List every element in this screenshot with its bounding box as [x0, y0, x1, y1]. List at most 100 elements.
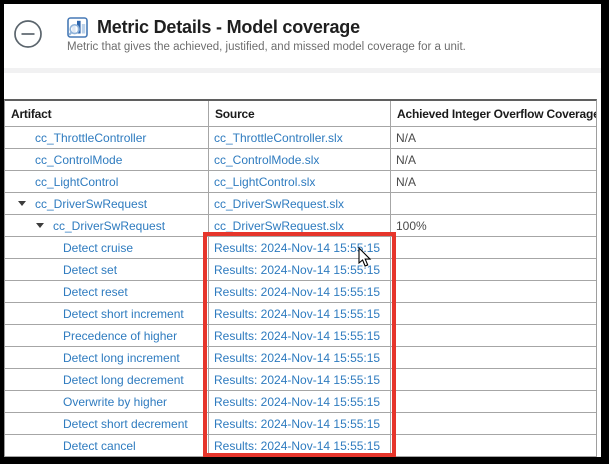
column-header-coverage: Achieved Integer Overflow Coverage [390, 101, 596, 126]
source-cell: Results: 2024-Nov-14 15:55:15 [208, 325, 390, 346]
table-row: cc_ControlMode cc_ControlMode.slx N/A [5, 149, 596, 171]
table-row: Detect long increment Results: 2024-Nov-… [5, 347, 596, 369]
table-row: Overwrite by higher Results: 2024-Nov-14… [5, 391, 596, 413]
triangle-down-icon[interactable] [18, 201, 26, 206]
artifact-cell: Detect short increment [5, 303, 208, 324]
artifact-cell: Detect reset [5, 281, 208, 302]
source-cell: Results: 2024-Nov-14 15:55:15 [208, 391, 390, 412]
table-row: cc_DriverSwRequest cc_DriverSwRequest.sl… [5, 193, 596, 215]
table-row: cc_LightControl cc_LightControl.slx N/A [5, 171, 596, 193]
table-row: Detect short decrement Results: 2024-Nov… [5, 413, 596, 435]
source-cell: Results: 2024-Nov-14 15:55:15 [208, 347, 390, 368]
artifact-link[interactable]: cc_DriverSwRequest [53, 218, 166, 233]
artifact-link[interactable]: Precedence of higher [63, 328, 178, 343]
coverage-value [390, 325, 596, 346]
source-link[interactable]: Results: 2024-Nov-14 15:55:15 [214, 240, 381, 255]
coverage-value [390, 391, 596, 412]
metric-description: Metric that gives the achieved, justifie… [67, 41, 466, 53]
source-link[interactable]: Results: 2024-Nov-14 15:55:15 [214, 350, 381, 365]
minus-circle-icon [13, 20, 43, 53]
source-link[interactable]: Results: 2024-Nov-14 15:55:15 [214, 284, 381, 299]
coverage-value: N/A [390, 171, 596, 192]
artifact-cell: Detect short decrement [5, 413, 208, 434]
source-link[interactable]: Results: 2024-Nov-14 15:55:15 [214, 328, 381, 343]
triangle-down-icon[interactable] [36, 223, 44, 228]
source-cell: Results: 2024-Nov-14 15:55:15 [208, 303, 390, 324]
artifact-link[interactable]: Detect long increment [63, 350, 180, 365]
coverage-value: 100% [390, 215, 596, 236]
artifact-cell: cc_LightControl [5, 171, 208, 192]
source-link[interactable]: Results: 2024-Nov-14 15:55:15 [214, 372, 381, 387]
source-cell: Results: 2024-Nov-14 15:55:15 [208, 413, 390, 434]
coverage-value [390, 237, 596, 258]
source-cell: cc_LightControl.slx [208, 171, 390, 192]
artifact-link[interactable]: cc_DriverSwRequest [35, 196, 148, 211]
artifact-link[interactable]: Detect short increment [63, 306, 184, 321]
source-link[interactable]: Results: 2024-Nov-14 15:55:15 [214, 394, 381, 409]
table-row: Detect long decrement Results: 2024-Nov-… [5, 369, 596, 391]
coverage-value [390, 435, 596, 456]
artifact-link[interactable]: cc_LightControl [35, 174, 119, 189]
table-row: Detect cruise Results: 2024-Nov-14 15:55… [5, 237, 596, 259]
source-link[interactable]: cc_ControlMode.slx [214, 152, 320, 167]
coverage-value [390, 347, 596, 368]
artifact-cell: cc_DriverSwRequest [5, 215, 208, 236]
artifact-cell: cc_DriverSwRequest [5, 193, 208, 214]
table-row: Precedence of higher Results: 2024-Nov-1… [5, 325, 596, 347]
bar-chart-magnifier-icon [67, 17, 88, 38]
artifact-cell: Detect set [5, 259, 208, 280]
artifact-link[interactable]: Detect cruise [63, 240, 134, 255]
coverage-value [390, 259, 596, 280]
table-body: cc_ThrottleController cc_ThrottleControl… [5, 127, 596, 457]
source-link[interactable]: Results: 2024-Nov-14 15:55:15 [214, 438, 381, 453]
artifact-link[interactable]: Detect long decrement [63, 372, 184, 387]
source-cell: Results: 2024-Nov-14 15:55:15 [208, 435, 390, 456]
artifact-link[interactable]: cc_ControlMode [35, 152, 123, 167]
source-cell: cc_DriverSwRequest.slx [208, 193, 390, 214]
source-cell: cc_DriverSwRequest.slx [208, 215, 390, 236]
artifact-link[interactable]: Detect cancel [63, 438, 136, 453]
table-row: Detect short increment Results: 2024-Nov… [5, 303, 596, 325]
artifact-cell: Overwrite by higher [5, 391, 208, 412]
section-divider [4, 68, 601, 73]
source-link[interactable]: cc_ThrottleController.slx [214, 130, 343, 145]
table-header-row: Artifact Source Achieved Integer Overflo… [5, 101, 596, 127]
source-cell: cc_ThrottleController.slx [208, 127, 390, 148]
source-link[interactable]: cc_DriverSwRequest.slx [214, 196, 345, 211]
column-header-artifact: Artifact [11, 106, 52, 121]
source-link[interactable]: cc_DriverSwRequest.slx [214, 218, 345, 233]
artifact-link[interactable]: Detect reset [63, 284, 128, 299]
collapse-button[interactable] [13, 19, 43, 49]
source-cell: Results: 2024-Nov-14 15:55:15 [208, 259, 390, 280]
artifact-link[interactable]: cc_ThrottleController [35, 130, 147, 145]
source-link[interactable]: Results: 2024-Nov-14 15:55:15 [214, 416, 381, 431]
page-title: Metric Details - Model coverage [97, 17, 360, 37]
artifact-link[interactable]: Overwrite by higher [63, 394, 168, 409]
artifact-cell: cc_ThrottleController [5, 127, 208, 148]
source-cell: Results: 2024-Nov-14 15:55:15 [208, 281, 390, 302]
coverage-value [390, 281, 596, 302]
artifact-cell: Detect long decrement [5, 369, 208, 390]
source-link[interactable]: Results: 2024-Nov-14 15:55:15 [214, 262, 381, 277]
coverage-table: Artifact Source Achieved Integer Overflo… [4, 99, 597, 457]
coverage-value [390, 413, 596, 434]
metric-details-panel: Metric Details - Model coverage Metric t… [4, 4, 601, 457]
table-row: Detect cancel Results: 2024-Nov-14 15:55… [5, 435, 596, 457]
coverage-value [390, 303, 596, 324]
source-link[interactable]: Results: 2024-Nov-14 15:55:15 [214, 306, 381, 321]
table-row: Detect reset Results: 2024-Nov-14 15:55:… [5, 281, 596, 303]
artifact-cell: cc_ControlMode [5, 149, 208, 170]
source-link[interactable]: cc_LightControl.slx [214, 174, 316, 189]
table-row: cc_DriverSwRequest cc_DriverSwRequest.sl… [5, 215, 596, 237]
coverage-value [390, 369, 596, 390]
source-cell: Results: 2024-Nov-14 15:55:15 [208, 237, 390, 258]
artifact-link[interactable]: Detect short decrement [63, 416, 188, 431]
header-main: Metric Details - Model coverage Metric t… [67, 17, 466, 53]
artifact-link[interactable]: Detect set [63, 262, 118, 277]
source-cell: Results: 2024-Nov-14 15:55:15 [208, 369, 390, 390]
artifact-cell: Detect cruise [5, 237, 208, 258]
artifact-cell: Detect cancel [5, 435, 208, 456]
source-cell: cc_ControlMode.slx [208, 149, 390, 170]
artifact-cell: Detect long increment [5, 347, 208, 368]
coverage-value: N/A [390, 127, 596, 148]
